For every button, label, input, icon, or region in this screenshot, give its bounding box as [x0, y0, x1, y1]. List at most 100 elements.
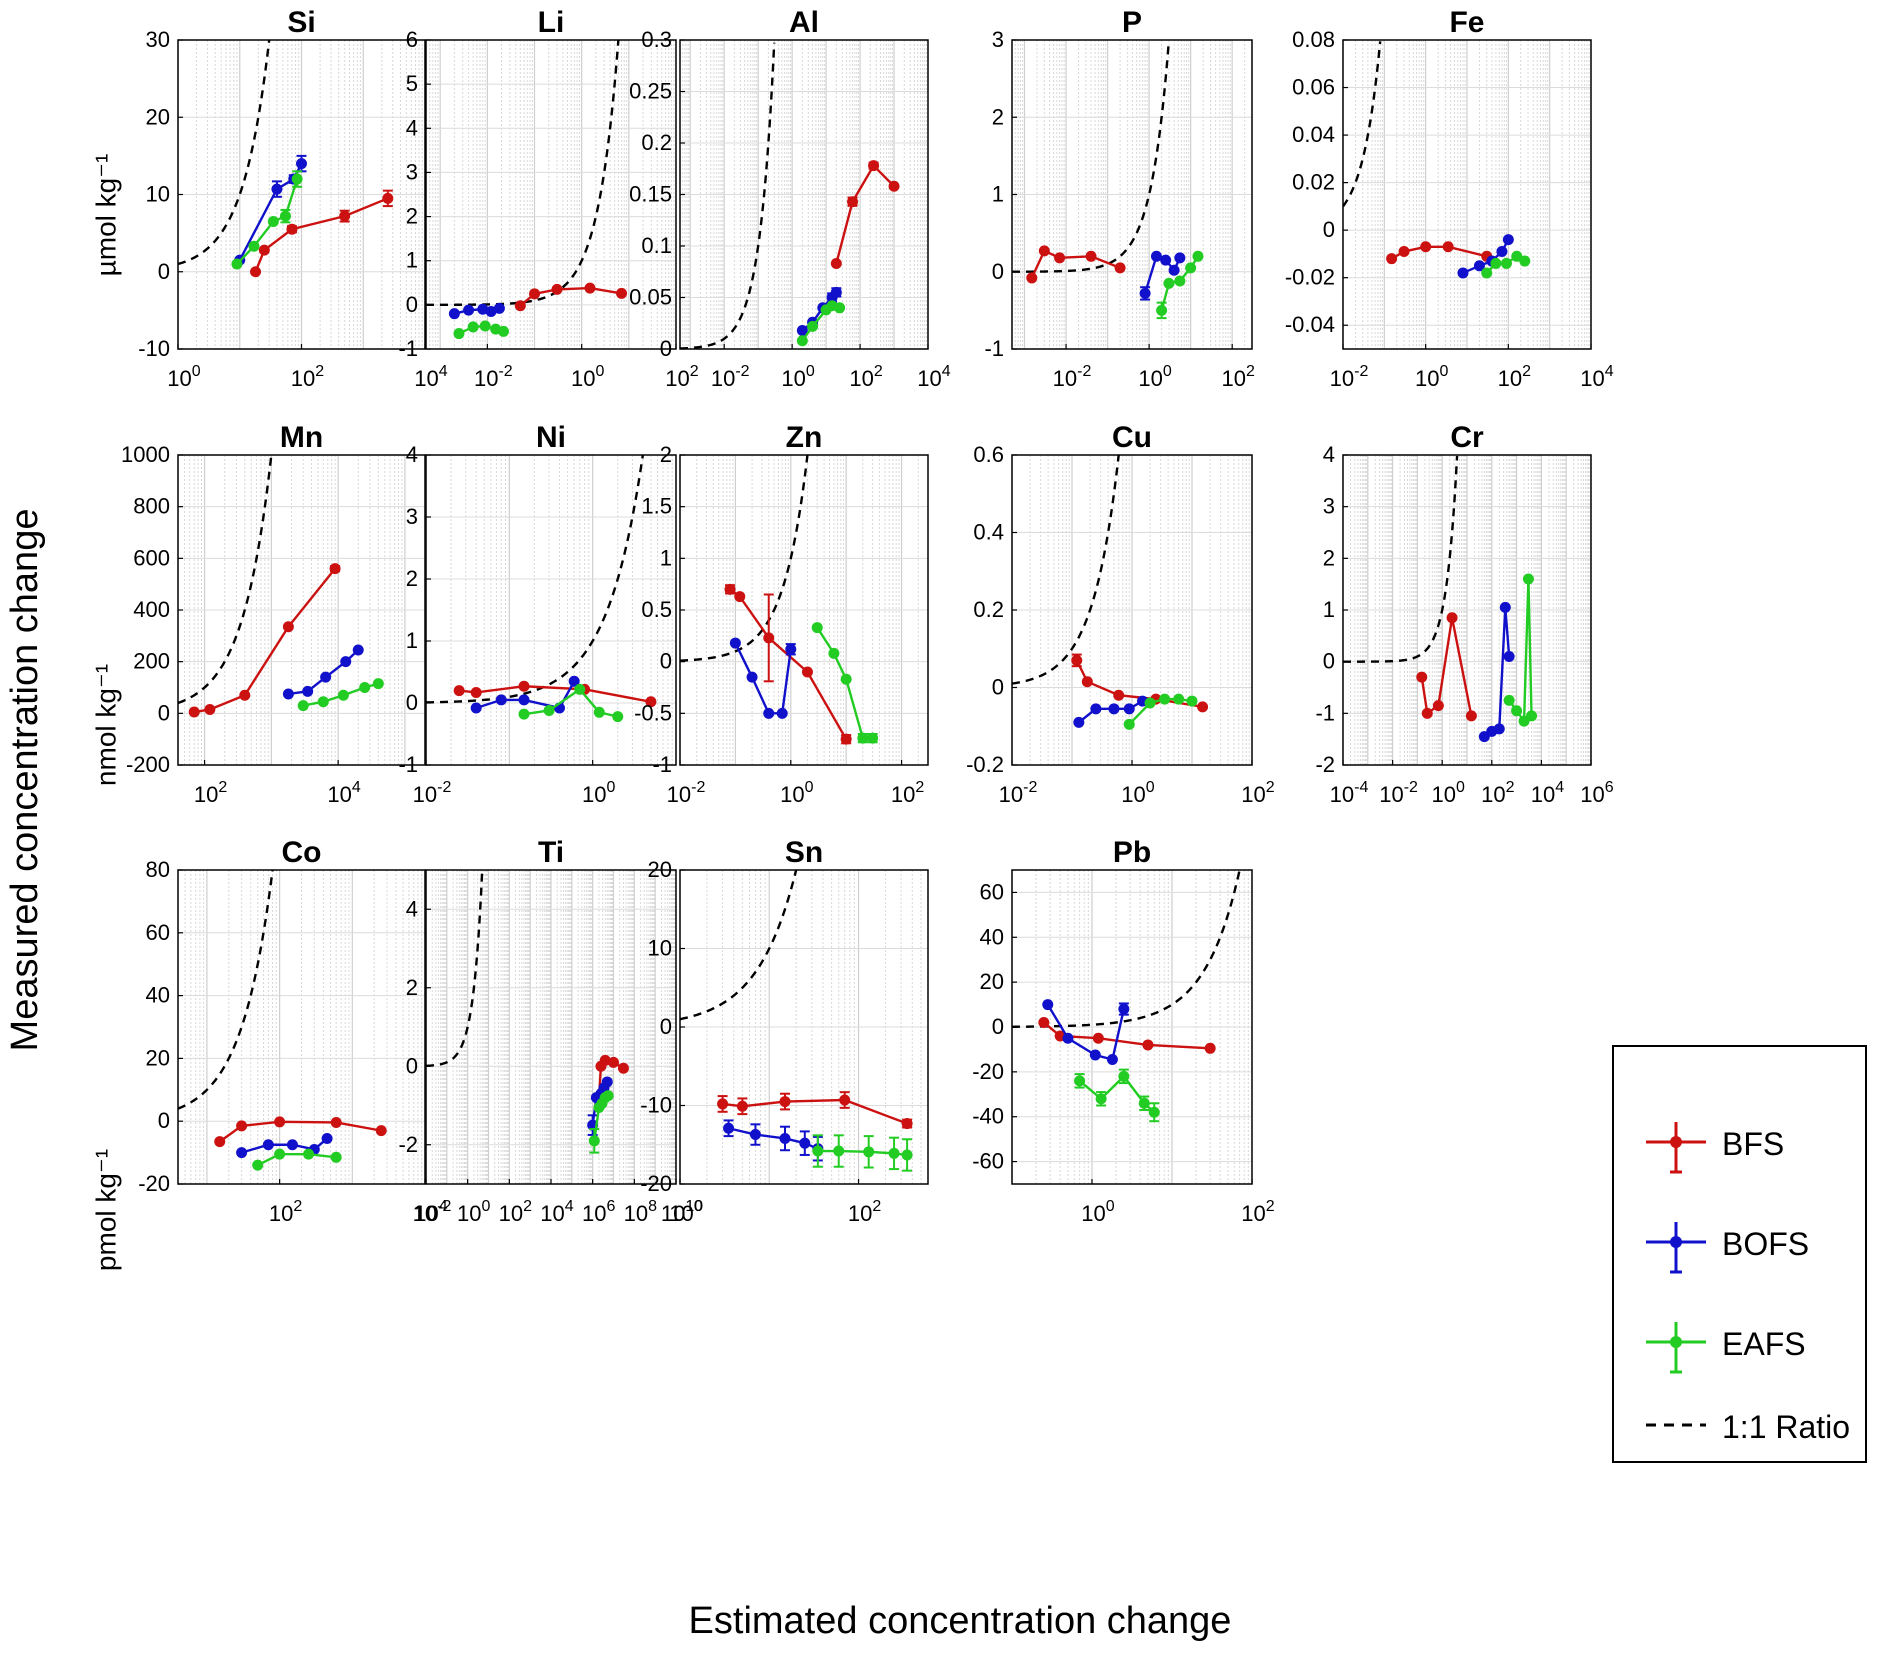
data-point-bofs	[799, 1137, 811, 1149]
y-tick-label: -200	[126, 752, 170, 777]
x-tick-label: 102	[499, 1198, 532, 1226]
data-point-bfs	[801, 666, 813, 678]
data-point-eafs	[337, 689, 349, 701]
y-tick-label: 2	[1323, 545, 1335, 570]
series-line-bfs	[722, 1098, 908, 1125]
data-point-eafs	[593, 706, 605, 718]
data-point-bfs	[1421, 707, 1433, 719]
x-tick-label: 100	[1432, 779, 1465, 807]
y-tick-label: -2	[398, 1132, 418, 1157]
data-point-eafs	[372, 678, 384, 690]
panel-title-co: Co	[282, 836, 322, 869]
data-point-bfs	[214, 1136, 226, 1148]
data-point-bofs	[1496, 246, 1508, 258]
data-point-eafs	[574, 683, 586, 695]
legend-label-bfs: BFS	[1722, 1126, 1785, 1162]
y-tick-label: 40	[146, 983, 170, 1008]
y-tick-label: 10	[648, 936, 672, 961]
panel-zn: -1 -0.5 0 0.5 1 1.5 2 10-2 100 102 Zn	[634, 421, 929, 807]
panel-li: -1 0 1 2 3 4 5 6 10-2 100 102 Li	[398, 6, 698, 391]
legend-marker-ratio	[1646, 1423, 1706, 1427]
data-point-bofs	[1073, 716, 1085, 728]
panel-title-pb: Pb	[1113, 836, 1151, 869]
data-point-bofs	[1502, 234, 1514, 246]
data-point-bfs	[329, 563, 341, 575]
y-tick-label: 1	[660, 545, 672, 570]
x-tick-label: 10-2	[413, 1198, 452, 1226]
data-point-bfs	[1026, 272, 1038, 284]
data-point-eafs	[1138, 1097, 1150, 1109]
data-point-bfs	[868, 160, 880, 172]
data-point-eafs	[1148, 1106, 1160, 1118]
ratio-line	[680, 870, 798, 1021]
data-point-bfs	[258, 244, 270, 256]
data-point-eafs	[330, 1151, 342, 1163]
legend-marker-bofs	[1646, 1222, 1706, 1274]
y-tick-label: -0.02	[1285, 265, 1335, 290]
x-tick-label: 10-2	[474, 363, 513, 391]
data-point-eafs	[479, 320, 491, 332]
data-point-eafs	[1118, 1070, 1130, 1082]
data-point-bofs	[352, 644, 364, 656]
y-tick-label: 3	[406, 159, 418, 184]
y-tick-label: 0.6	[973, 442, 1004, 467]
data-point-bofs	[749, 1129, 761, 1141]
data-point-bofs	[1139, 287, 1151, 299]
y-tick-label: 60	[146, 920, 170, 945]
data-point-eafs	[1144, 697, 1156, 709]
y-tick-label: 0	[1323, 649, 1335, 674]
data-point-bofs	[830, 286, 842, 298]
data-point-bfs	[1446, 612, 1458, 624]
data-point-bfs	[330, 1116, 342, 1128]
data-point-bfs	[204, 703, 216, 715]
y-tick-label: 4	[406, 442, 418, 467]
x-axis-main-label: Estimated concentration change	[688, 1600, 1232, 1642]
data-point-eafs	[1522, 573, 1534, 585]
y-tick-label: 0	[660, 649, 672, 674]
data-point-eafs	[297, 700, 309, 712]
data-point-bfs	[188, 706, 200, 718]
data-point-bfs	[1386, 253, 1398, 265]
y-tick-label: 1.5	[641, 494, 672, 519]
data-point-eafs	[888, 1147, 900, 1159]
axes-box	[425, 39, 677, 350]
data-point-bofs	[779, 1132, 791, 1144]
panel-cr: -2 -1 0 1 2 3 4 10-4 10-2 100 102 104 106 Cr	[1315, 421, 1613, 807]
y-tick-label: 30	[146, 27, 170, 52]
data-point-eafs	[812, 1145, 824, 1157]
x-tick-label: 100	[669, 1198, 702, 1226]
data-point-bofs	[448, 308, 460, 320]
data-point-bofs	[568, 675, 580, 687]
data-point-bofs	[262, 1139, 274, 1151]
data-point-bofs	[302, 685, 314, 697]
data-point-bfs	[282, 621, 294, 633]
panel-al: 0 0.05 0.1 0.15 0.2 0.25 0.3 10-2 100 102 104 Al	[629, 6, 951, 391]
y-tick-label: 0.04	[1292, 122, 1335, 147]
x-tick-label: 10-2	[711, 363, 750, 391]
data-point-bfs	[250, 266, 262, 278]
y-tick-label: 4	[406, 896, 418, 921]
data-point-eafs	[279, 210, 291, 222]
unit-label-row1: µmol kg⁻¹	[90, 153, 122, 277]
y-tick-label: 0.25	[629, 79, 672, 104]
y-tick-label: 200	[133, 649, 170, 674]
y-tick-label: -1	[1315, 700, 1335, 725]
data-point-bfs	[734, 591, 746, 603]
series-line-eafs	[257, 1152, 337, 1167]
y-tick-label: 0.2	[973, 597, 1004, 622]
data-point-eafs	[1481, 267, 1493, 279]
y-tick-label: -40	[972, 1104, 1004, 1129]
data-point-bofs	[518, 694, 530, 706]
data-point-bofs	[282, 688, 294, 700]
data-point-bofs	[796, 324, 808, 336]
ratio-line	[1343, 455, 1459, 663]
y-tick-label: -10	[640, 1093, 672, 1118]
y-tick-label: 2	[406, 566, 418, 591]
data-point-bofs	[1493, 723, 1505, 735]
y-tick-label: -2	[1315, 752, 1335, 777]
data-point-bfs	[608, 1056, 619, 1068]
x-tick-label: 10-2	[1330, 363, 1369, 391]
data-point-bfs	[724, 583, 736, 595]
unit-label-row2: nmol kg⁻¹	[90, 663, 122, 787]
